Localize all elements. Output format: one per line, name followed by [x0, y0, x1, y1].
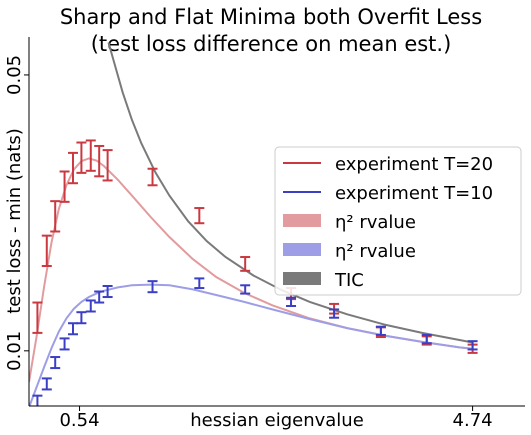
errorbar-t10-16	[467, 340, 478, 351]
legend-label-2: η² rvalue	[335, 212, 416, 233]
errorbar-t20-10	[194, 207, 205, 225]
errorbar-t20-11	[240, 256, 251, 272]
legend-label-3: η² rvalue	[335, 241, 416, 262]
y-tick-label-0: 0.01	[4, 331, 25, 371]
errorbar-t10-7	[94, 290, 105, 304]
x-tick-label-0: 0.54	[59, 410, 99, 431]
errorbar-t10-1	[41, 377, 52, 391]
chart-subtitle: (test loss difference on mean est.)	[91, 32, 452, 56]
errorbar-t10-5	[76, 311, 87, 325]
errorbar-t10-10	[194, 277, 205, 290]
errorbar-t20-8	[102, 149, 113, 182]
errorbar-t20-7	[94, 144, 105, 178]
curve-tic	[107, 42, 473, 344]
errorbar-t20-1	[41, 234, 52, 267]
y-tick-label-1: 0.05	[4, 55, 25, 95]
curve-rvalue-1	[29, 283, 473, 406]
legend-box	[274, 146, 522, 296]
y-axis-label: test loss - min (nats)	[4, 128, 25, 314]
legend-label-0: experiment T=20	[335, 154, 493, 175]
errorbar-t20-9	[147, 167, 158, 187]
errorbar-t10-12	[286, 296, 297, 307]
legend-patch-3	[283, 243, 321, 256]
errorbar-t10-8	[102, 284, 113, 299]
chart-title: Sharp and Flat Minima both Overfit Less	[60, 5, 482, 29]
errorbar-t20-3	[59, 170, 70, 203]
legend-patch-2	[283, 214, 321, 227]
x-axis-label: hessian eigenvalue	[190, 410, 364, 431]
errorbar-t20-6	[85, 139, 96, 172]
errorbar-t20-5	[76, 141, 87, 174]
errorbar-t10-9	[147, 280, 158, 294]
errorbar-t10-4	[67, 322, 78, 336]
errorbar-t10-14	[375, 325, 386, 336]
legend-label-4: TIC	[334, 270, 364, 291]
errorbar-t10-15	[421, 333, 432, 345]
errorbar-t10-6	[85, 299, 96, 313]
x-tick-label-1: 4.74	[453, 410, 493, 431]
errorbar-t10-3	[59, 337, 70, 351]
legend-label-1: experiment T=10	[335, 183, 493, 204]
errorbar-t20-2	[50, 200, 61, 233]
errorbar-t20-0	[32, 301, 43, 334]
errorbar-t10-2	[50, 356, 61, 370]
legend-patch-4	[283, 272, 321, 285]
errorbar-t20-4	[67, 151, 78, 185]
errorbar-t10-0	[32, 394, 43, 406]
errorbar-t10-11	[240, 284, 251, 295]
errorbar-t10-13	[329, 308, 340, 319]
